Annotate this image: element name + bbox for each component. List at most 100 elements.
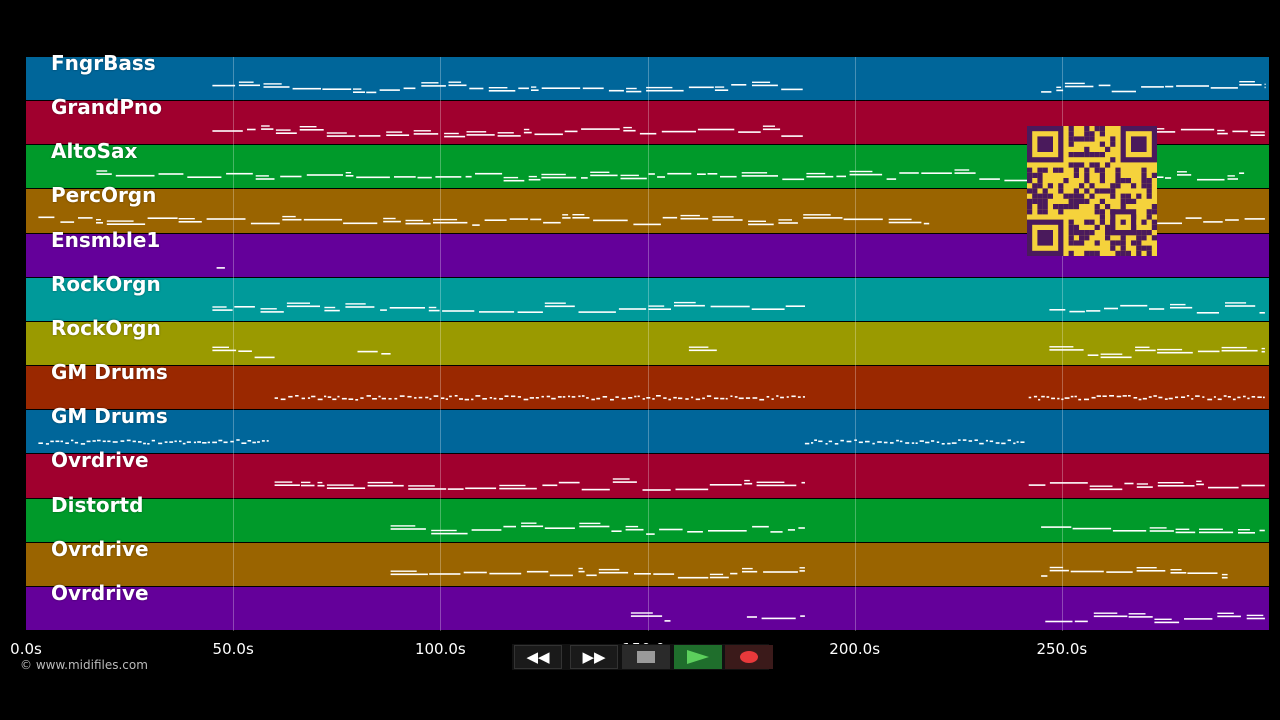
midi-note (60, 440, 63, 443)
midi-note (620, 174, 639, 177)
midi-note (288, 395, 293, 398)
midi-note (1138, 398, 1142, 401)
midi-note (1153, 395, 1157, 397)
midi-note (212, 349, 237, 352)
track-lane[interactable] (26, 366, 1269, 411)
midi-note (558, 481, 580, 484)
midi-note (187, 176, 222, 178)
midi-note (327, 396, 332, 398)
midi-note (923, 222, 930, 225)
stop-button[interactable] (622, 645, 670, 669)
track-lane[interactable] (26, 586, 1269, 631)
midi-note (1221, 573, 1228, 576)
midi-note (630, 612, 653, 614)
midi-note (572, 214, 585, 216)
midi-note (449, 395, 452, 398)
midi-note (1225, 305, 1256, 307)
rewind-button[interactable]: ◀◀ (514, 645, 562, 669)
midi-note (825, 443, 828, 445)
midi-note (1093, 612, 1118, 614)
track-lane[interactable] (26, 454, 1269, 499)
midi-note (778, 219, 792, 221)
record-button[interactable] (725, 645, 773, 669)
fast-forward-button[interactable]: ▶▶ (570, 645, 618, 669)
midi-note (317, 481, 323, 484)
track-lane[interactable] (26, 277, 1269, 322)
midi-note (263, 83, 282, 85)
midi-note (1196, 480, 1202, 482)
midi-note (843, 218, 883, 221)
midi-note (925, 441, 930, 444)
midi-note (431, 532, 468, 535)
midi-note (197, 441, 201, 443)
midi-note (390, 570, 417, 572)
midi-note (642, 489, 671, 491)
midi-note (96, 219, 101, 221)
midi-note (579, 522, 601, 525)
midi-note (801, 481, 805, 484)
midi-note (503, 525, 516, 528)
midi-note (759, 398, 765, 401)
midi-note (389, 307, 425, 309)
midi-note (612, 481, 637, 483)
midi-note (1089, 488, 1123, 491)
midi-note (115, 174, 155, 177)
play-button[interactable] (674, 645, 722, 669)
midi-note (748, 220, 766, 222)
midi-note (405, 219, 424, 222)
midi-note (151, 439, 155, 442)
midi-note (1007, 439, 1011, 442)
midi-note (1128, 616, 1153, 618)
midi-note (1175, 528, 1190, 530)
track-lane[interactable] (26, 57, 1269, 102)
midi-note (247, 128, 256, 131)
midi-note (534, 133, 563, 136)
midi-note (731, 84, 747, 86)
midi-note (324, 306, 336, 309)
midi-note (803, 214, 831, 216)
midi-note (590, 171, 610, 173)
midi-note (590, 174, 618, 177)
midi-note (712, 219, 743, 221)
time-tick-label: 0.0s (10, 640, 42, 658)
midi-note (1241, 484, 1265, 487)
track-lane[interactable] (26, 410, 1269, 455)
midi-note (586, 574, 597, 577)
midi-note (383, 217, 396, 220)
midi-note (1072, 527, 1112, 530)
midi-note (751, 308, 785, 310)
midi-note (828, 440, 833, 443)
midi-note (147, 443, 150, 445)
midi-note (1157, 485, 1195, 487)
midi-note (503, 179, 525, 182)
midi-note (763, 571, 798, 573)
midi-note (697, 128, 735, 131)
midi-note (445, 398, 448, 400)
midi-note (212, 84, 236, 87)
midi-note (611, 530, 622, 532)
midi-note (317, 398, 323, 401)
midi-note (178, 218, 195, 220)
midi-note (1128, 613, 1146, 615)
track-lane[interactable] (26, 542, 1269, 587)
midi-note (1142, 397, 1147, 400)
track-lane[interactable] (26, 321, 1269, 367)
midi-note (542, 484, 558, 487)
midi-note (1251, 396, 1256, 398)
midi-note (523, 398, 529, 401)
track-lane[interactable] (26, 498, 1269, 543)
midi-note (257, 441, 260, 443)
midi-note (659, 528, 683, 531)
midi-note (896, 439, 899, 442)
midi-note (530, 218, 542, 221)
midi-note (1165, 85, 1174, 88)
midi-note (366, 395, 371, 397)
midi-note (1124, 482, 1134, 485)
midi-note (255, 175, 269, 177)
midi-note (464, 398, 469, 401)
midi-note (1064, 85, 1094, 88)
midi-note (642, 398, 645, 400)
midi-note (1203, 221, 1223, 223)
midi-note (840, 439, 844, 442)
midi-note (1100, 356, 1132, 359)
